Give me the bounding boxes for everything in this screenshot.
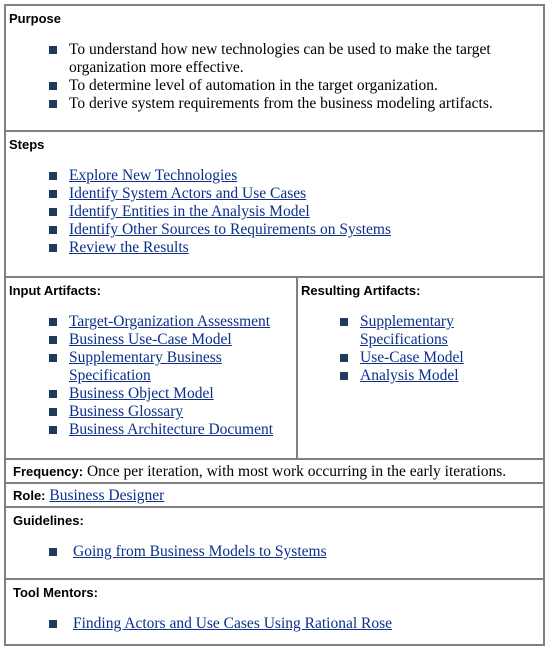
square-bullet-icon — [49, 226, 57, 234]
frequency-text: Once per iteration, with most work occur… — [83, 463, 507, 480]
input-artifact-link[interactable]: Business Use-Case Model — [69, 331, 232, 348]
input-artifact-link[interactable]: Business Architecture Document — [69, 421, 274, 438]
input-artifact-link[interactable]: Business Glossary — [69, 403, 184, 420]
resulting-artifact-item: Use-Case Model — [340, 349, 470, 367]
square-bullet-icon — [49, 426, 57, 434]
step-item: Review the Results — [49, 239, 519, 257]
resulting-artifact-link[interactable]: Analysis Model — [360, 367, 459, 384]
steps-list: Explore New Technologies Identify System… — [49, 167, 519, 257]
step-link-identify-other-sources[interactable]: Identify Other Sources to Requirements o… — [69, 221, 392, 238]
square-bullet-icon — [49, 46, 57, 54]
input-artifacts-heading: Input Artifacts: — [9, 283, 101, 298]
input-artifact-link[interactable]: Supplementary Business Specification — [69, 349, 222, 384]
activity-overview-table: Purpose To understand how new technologi… — [4, 4, 545, 646]
purpose-heading: Purpose — [9, 11, 62, 26]
purpose-section: Purpose To understand how new technologi… — [6, 6, 543, 132]
guideline-link[interactable]: Going from Business Models to Systems — [73, 543, 327, 560]
purpose-item: To determine level of automation in the … — [49, 77, 519, 95]
input-artifact-item: Business Object Model — [49, 385, 289, 403]
guidelines-section: Guidelines: Going from Business Models t… — [6, 508, 543, 580]
tool-mentors-heading: Tool Mentors: — [13, 585, 98, 600]
frequency-row: Frequency: Once per iteration, with most… — [13, 463, 506, 481]
square-bullet-icon — [49, 208, 57, 216]
step-item: Identify Other Sources to Requirements o… — [49, 221, 519, 239]
square-bullet-icon — [49, 336, 57, 344]
tool-mentors-section: Tool Mentors: Finding Actors and Use Cas… — [6, 580, 543, 644]
step-item: Explore New Technologies — [49, 167, 519, 185]
resulting-artifact-item: Supplementary Specifications — [340, 313, 470, 349]
purpose-list: To understand how new technologies can b… — [49, 41, 519, 113]
step-link-review-results[interactable]: Review the Results — [69, 239, 189, 256]
steps-heading: Steps — [9, 137, 45, 152]
input-artifact-item: Business Use-Case Model — [49, 331, 289, 349]
square-bullet-icon — [340, 372, 348, 380]
guidelines-heading: Guidelines: — [13, 513, 84, 528]
square-bullet-icon — [49, 100, 57, 108]
square-bullet-icon — [49, 244, 57, 252]
input-artifact-item: Target-Organization Assessment — [49, 313, 289, 331]
resulting-artifacts-heading: Resulting Artifacts: — [301, 283, 421, 298]
resulting-artifact-item: Analysis Model — [340, 367, 470, 385]
artifacts-row: Input Artifacts: Target-Organization Ass… — [6, 278, 543, 460]
role-section: Role: Business Designer — [6, 484, 543, 508]
step-link-explore-new-technologies[interactable]: Explore New Technologies — [69, 167, 238, 184]
resulting-artifacts-list: Supplementary Specifications Use-Case Mo… — [340, 313, 470, 385]
tool-mentor-link[interactable]: Finding Actors and Use Cases Using Ratio… — [73, 615, 393, 632]
square-bullet-icon — [340, 318, 348, 326]
square-bullet-icon — [49, 548, 57, 556]
tool-mentors-list: Finding Actors and Use Cases Using Ratio… — [49, 615, 489, 633]
input-artifact-link[interactable]: Target-Organization Assessment — [69, 313, 271, 330]
input-artifact-link[interactable]: Business Object Model — [69, 385, 214, 402]
square-bullet-icon — [49, 408, 57, 416]
step-item: Identify System Actors and Use Cases — [49, 185, 519, 203]
purpose-item: To understand how new technologies can b… — [49, 41, 519, 77]
frequency-section: Frequency: Once per iteration, with most… — [6, 460, 543, 484]
steps-section: Steps Explore New Technologies Identify … — [6, 132, 543, 278]
role-link-business-designer[interactable]: Business Designer — [49, 487, 165, 504]
role-row: Role: Business Designer — [13, 487, 164, 505]
role-label: Role: — [13, 488, 46, 503]
input-artifact-item: Business Architecture Document — [49, 421, 289, 439]
purpose-item: To derive system requirements from the b… — [49, 95, 519, 113]
square-bullet-icon — [49, 390, 57, 398]
step-link-identify-entities[interactable]: Identify Entities in the Analysis Model — [69, 203, 310, 220]
column-divider — [296, 278, 298, 458]
square-bullet-icon — [340, 354, 348, 362]
input-artifacts-list: Target-Organization Assessment Business … — [49, 313, 289, 439]
square-bullet-icon — [49, 620, 57, 628]
guideline-item: Going from Business Models to Systems — [49, 543, 469, 561]
square-bullet-icon — [49, 318, 57, 326]
square-bullet-icon — [49, 82, 57, 90]
frequency-label: Frequency: — [13, 464, 84, 479]
square-bullet-icon — [49, 354, 57, 362]
resulting-artifact-link[interactable]: Use-Case Model — [360, 349, 464, 366]
guidelines-list: Going from Business Models to Systems — [49, 543, 469, 561]
resulting-artifact-link[interactable]: Supplementary Specifications — [360, 313, 454, 348]
input-artifact-item: Business Glossary — [49, 403, 289, 421]
input-artifact-item: Supplementary Business Specification — [49, 349, 249, 385]
square-bullet-icon — [49, 172, 57, 180]
square-bullet-icon — [49, 190, 57, 198]
tool-mentor-item: Finding Actors and Use Cases Using Ratio… — [49, 615, 489, 633]
step-link-identify-system-actors[interactable]: Identify System Actors and Use Cases — [69, 185, 307, 202]
step-item: Identify Entities in the Analysis Model — [49, 203, 519, 221]
